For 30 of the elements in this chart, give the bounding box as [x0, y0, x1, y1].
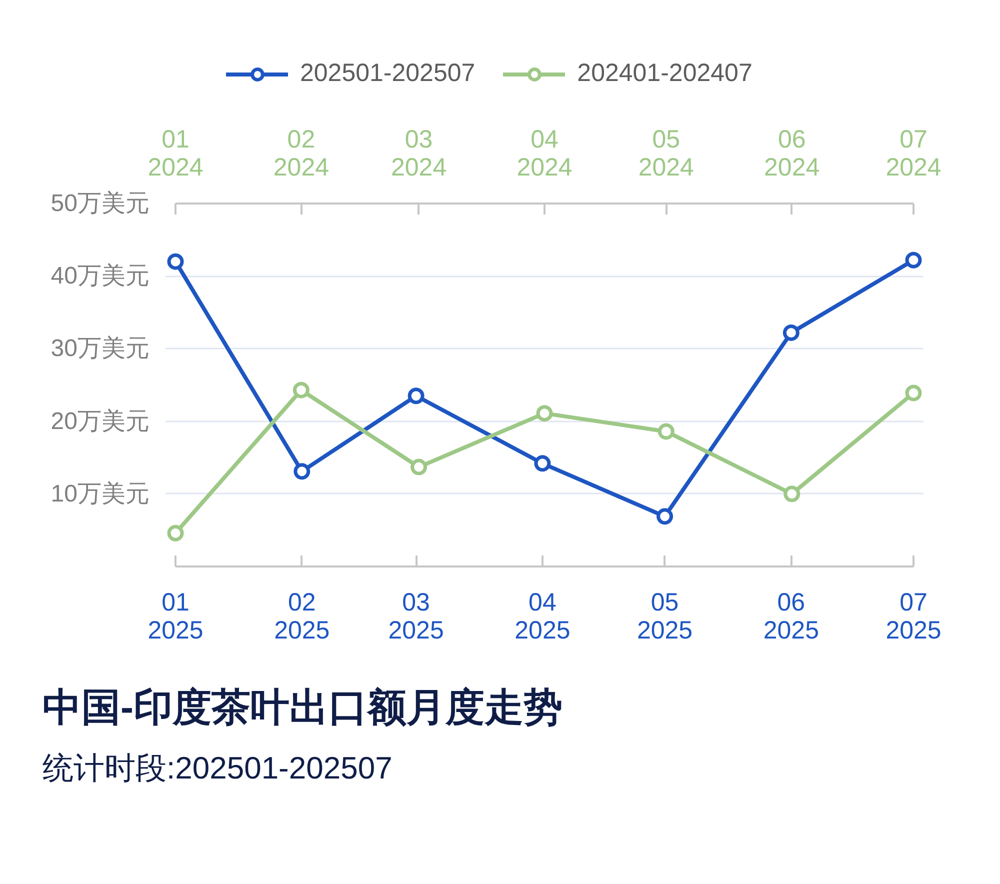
y-tick-label: 30万美元 — [50, 335, 150, 362]
y-tick-label: 20万美元 — [50, 408, 150, 435]
legend-label: 202501-202507 — [300, 59, 476, 88]
x2-tick-label: 04 2024 — [516, 126, 572, 182]
x2-tick-label: 03 2024 — [390, 126, 447, 182]
y-tick-label: 40万美元 — [50, 262, 150, 290]
x2-tick-label: 02 2024 — [273, 126, 330, 182]
x-tick-label: 02 2025 — [274, 588, 330, 644]
legend-label: 202401-202407 — [577, 59, 752, 88]
y-tick-label: 10万美元 — [50, 480, 150, 508]
x2-tick-label: 01 2024 — [148, 126, 204, 182]
point — [294, 463, 310, 480]
x-tick-label: 05 2025 — [636, 588, 693, 644]
point — [782, 324, 800, 341]
x2-tick-label: 07 2024 — [886, 126, 942, 182]
x2-tick-label: 05 2024 — [638, 126, 694, 182]
x2-tick-label: 06 2024 — [764, 126, 820, 182]
text: 统计时段:202501-202507 — [42, 750, 392, 786]
point — [408, 388, 424, 404]
x-tick-label: 06 2025 — [763, 588, 819, 644]
x-tick-label: 01 2025 — [148, 588, 204, 644]
y-tick-label: 50万美元 — [50, 190, 150, 217]
point — [656, 508, 674, 525]
point — [905, 252, 922, 268]
x-tick-label: 03 2025 — [388, 588, 444, 644]
point — [167, 253, 184, 270]
text: 中国-印度茶叶出口额月度走势 — [42, 686, 562, 730]
x-tick-label: 07 2025 — [886, 588, 942, 644]
point — [534, 455, 551, 472]
x-tick-label: 04 2025 — [514, 588, 570, 644]
